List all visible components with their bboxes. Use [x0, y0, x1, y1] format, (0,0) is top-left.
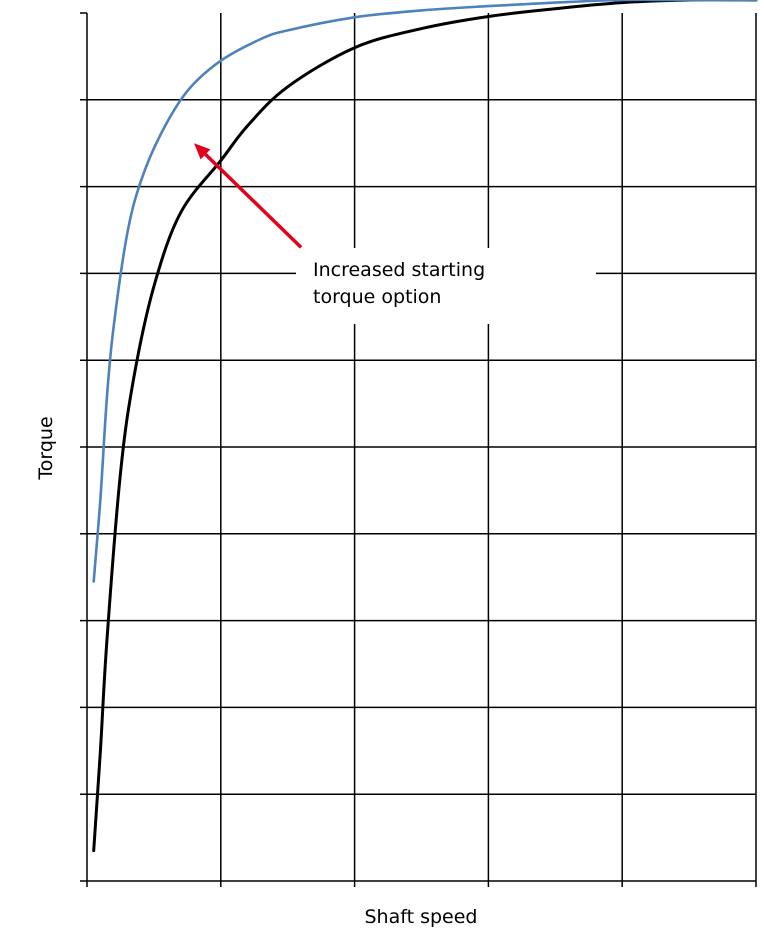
- x-axis-label: Shaft speed: [365, 906, 478, 928]
- annotation-arrowhead: [194, 143, 211, 160]
- annotation-background: [296, 248, 596, 324]
- annotation-label-line: torque option: [313, 286, 441, 308]
- annotation-label-line: Increased starting: [313, 259, 485, 281]
- annotation-arrow-shaft: [204, 153, 303, 249]
- axes: [80, 12, 756, 887]
- increased-torque-curve: [92, 0, 758, 583]
- y-axis-label: Torque: [35, 416, 57, 480]
- annotation: Increased starting torque option: [194, 143, 596, 324]
- series-lines: [92, 0, 758, 853]
- gridlines: [80, 13, 757, 887]
- standard-torque-curve: [92, 0, 758, 853]
